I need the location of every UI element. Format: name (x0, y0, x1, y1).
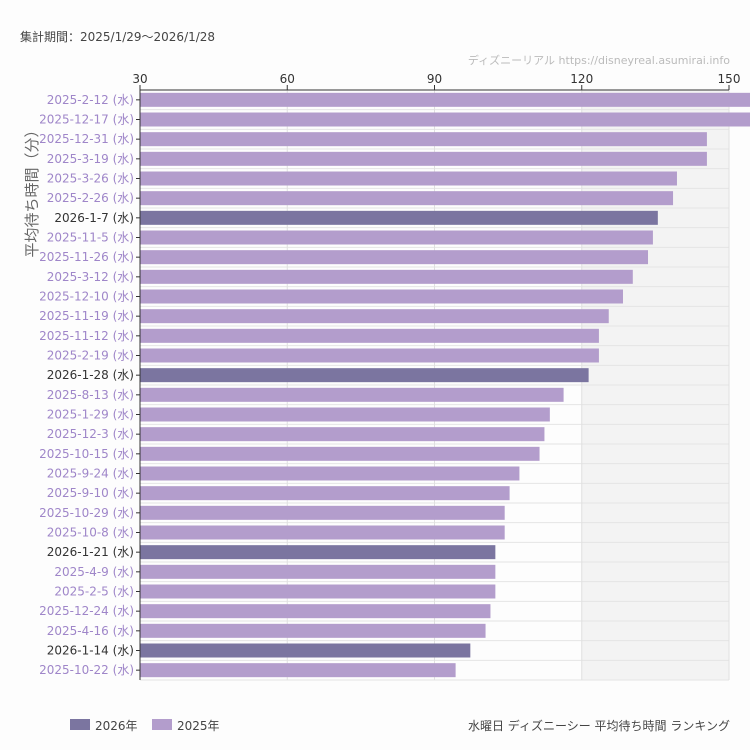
category-label: 2026-1-28 (水) (47, 368, 134, 382)
bar (140, 623, 486, 638)
category-label: 2025-3-19 (水) (47, 152, 134, 166)
category-label: 2026-1-14 (水) (47, 644, 134, 658)
category-label: 2025-12-31 (水) (39, 132, 134, 146)
period-label: 集計期間：2025/1/29〜2026/1/28 (20, 29, 215, 44)
bar (140, 584, 496, 599)
category-label: 2025-2-5 (水) (54, 585, 134, 599)
category-label: 2025-1-29 (水) (47, 408, 134, 422)
legend: 2026年 2025年 (70, 719, 220, 733)
category-label: 2025-9-24 (水) (47, 467, 134, 481)
category-label: 2025-12-24 (水) (39, 604, 134, 618)
x-tick-label: 90 (427, 72, 442, 86)
x-tick-label: 120 (570, 72, 593, 86)
x-tick-label: 30 (132, 72, 147, 86)
bar (140, 368, 589, 383)
legend-swatch-2026 (70, 719, 90, 730)
category-label: 2025-2-19 (水) (47, 349, 134, 363)
bar (140, 309, 609, 324)
bar (140, 466, 520, 481)
bar (140, 525, 505, 540)
bar (140, 191, 674, 206)
bar (140, 132, 707, 147)
bar (140, 289, 623, 304)
footer-title: 水曜日 ディズニーシー 平均待ち時間 ランキング (468, 718, 730, 733)
bar (140, 210, 658, 225)
y-axis-label: 平均待ち時間（分） (23, 122, 41, 257)
bar (140, 545, 496, 560)
category-label: 2025-2-26 (水) (47, 191, 134, 205)
bar (140, 407, 550, 422)
bar (140, 663, 456, 678)
bar (140, 151, 707, 166)
category-label: 2025-2-12 (水) (47, 93, 134, 107)
category-label: 2025-4-16 (水) (47, 624, 134, 638)
bar (140, 328, 599, 343)
legend-label-2026: 2026年 (95, 719, 138, 733)
bar (140, 92, 750, 107)
category-label: 2025-9-10 (水) (47, 486, 134, 500)
bar (140, 486, 510, 501)
category-label: 2025-11-19 (水) (39, 309, 134, 323)
category-label: 2025-12-3 (水) (47, 427, 134, 441)
category-label: 2025-3-26 (水) (47, 172, 134, 186)
category-label: 2025-10-8 (水) (47, 526, 134, 540)
bar (140, 643, 471, 658)
category-label: 2025-3-12 (水) (47, 270, 134, 284)
category-label: 2026-1-21 (水) (47, 545, 134, 559)
x-tick-label: 60 (280, 72, 295, 86)
category-label: 2025-8-13 (水) (47, 388, 134, 402)
category-label: 2025-4-9 (水) (54, 565, 134, 579)
category-label: 2025-12-10 (水) (39, 290, 134, 304)
bar (140, 250, 649, 265)
bar (140, 171, 677, 186)
bar (140, 387, 564, 402)
bar (140, 230, 653, 245)
bar (140, 112, 750, 127)
bar (140, 269, 633, 284)
category-label: 2025-11-26 (水) (39, 250, 134, 264)
bar (140, 348, 599, 363)
legend-swatch-2025 (152, 719, 172, 730)
x-tick-label: 150 (718, 72, 741, 86)
bar (140, 564, 496, 579)
legend-label-2025: 2025年 (177, 719, 220, 733)
category-label: 2025-12-17 (水) (39, 113, 134, 127)
watermark: ディズニーリアル https://disneyreal.asumirai.inf… (468, 53, 730, 67)
category-label: 2025-10-15 (水) (39, 447, 134, 461)
category-label: 2025-11-5 (水) (47, 231, 134, 245)
category-label: 2026-1-7 (水) (54, 211, 134, 225)
category-label: 2025-10-29 (水) (39, 506, 134, 520)
category-label: 2025-11-12 (水) (39, 329, 134, 343)
category-label: 2025-10-22 (水) (39, 663, 134, 677)
bar (140, 427, 545, 442)
bar (140, 505, 505, 520)
bar (140, 446, 540, 461)
bar (140, 604, 491, 619)
